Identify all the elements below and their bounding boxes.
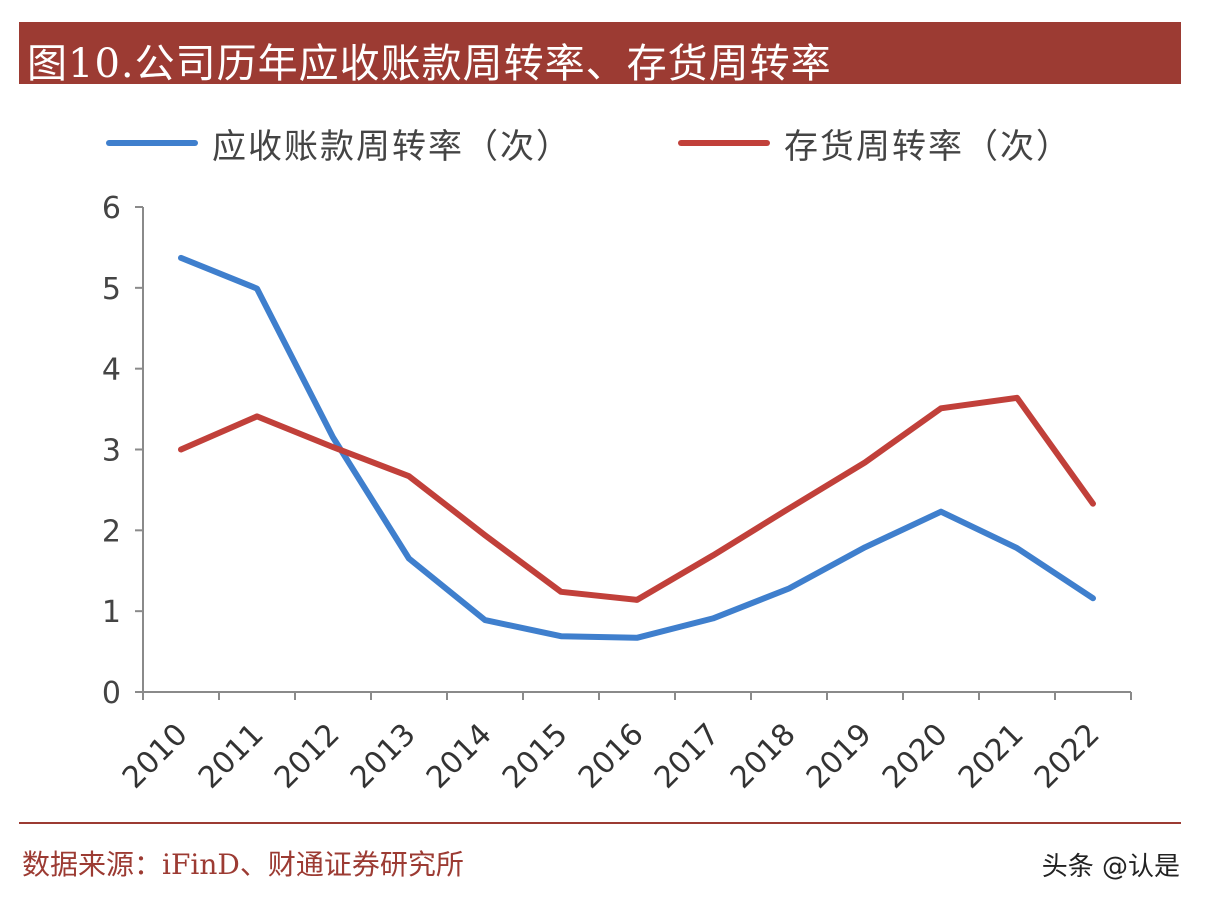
legend-item-inventory: 存货周转率（次） bbox=[678, 118, 1072, 168]
y-tick-label: 6 bbox=[102, 191, 121, 226]
x-tick-label: 2014 bbox=[420, 717, 499, 796]
title-bar: 图10.公司历年应收账款周转率、存货周转率 bbox=[19, 22, 1181, 87]
x-tick-label: 2013 bbox=[344, 717, 423, 796]
x-tick-label: 2010 bbox=[116, 717, 195, 796]
legend-swatch-inventory bbox=[678, 140, 770, 146]
legend-label-receivables: 应收账款周转率（次） bbox=[212, 126, 572, 167]
x-tick-label: 2016 bbox=[572, 717, 651, 796]
y-tick-label: 5 bbox=[102, 272, 121, 307]
source-note: 数据来源：iFinD、财通证券研究所 bbox=[22, 848, 464, 881]
footer-divider bbox=[19, 822, 1181, 824]
y-tick-label: 4 bbox=[102, 353, 121, 388]
x-tick-label: 2022 bbox=[1028, 717, 1107, 796]
legend-swatch-receivables bbox=[106, 140, 198, 146]
legend-label-inventory: 存货周转率（次） bbox=[784, 126, 1072, 167]
x-tick-label: 2012 bbox=[268, 717, 347, 796]
watermark: 头条 @认是 bbox=[1041, 852, 1180, 882]
x-tick-label: 2018 bbox=[724, 717, 803, 796]
legend-item-receivables: 应收账款周转率（次） bbox=[106, 118, 572, 168]
y-tick-label: 0 bbox=[102, 676, 121, 711]
y-tick-label: 1 bbox=[102, 595, 121, 630]
series-line-inventory bbox=[178, 394, 1096, 603]
x-tick-label: 2021 bbox=[952, 717, 1031, 796]
x-tick-label: 2011 bbox=[192, 717, 271, 796]
chart-title: 图10.公司历年应收账款周转率、存货周转率 bbox=[27, 41, 832, 87]
series-line-receivables bbox=[178, 254, 1096, 641]
x-tick-label: 2017 bbox=[648, 717, 727, 796]
x-tick-label: 2015 bbox=[496, 717, 575, 796]
y-tick-label: 2 bbox=[102, 514, 121, 549]
x-tick-label: 2020 bbox=[876, 717, 955, 796]
y-tick-label: 3 bbox=[102, 434, 121, 469]
x-tick-label: 2019 bbox=[800, 717, 879, 796]
legend: 应收账款周转率（次） 存货周转率（次） bbox=[100, 118, 1160, 168]
